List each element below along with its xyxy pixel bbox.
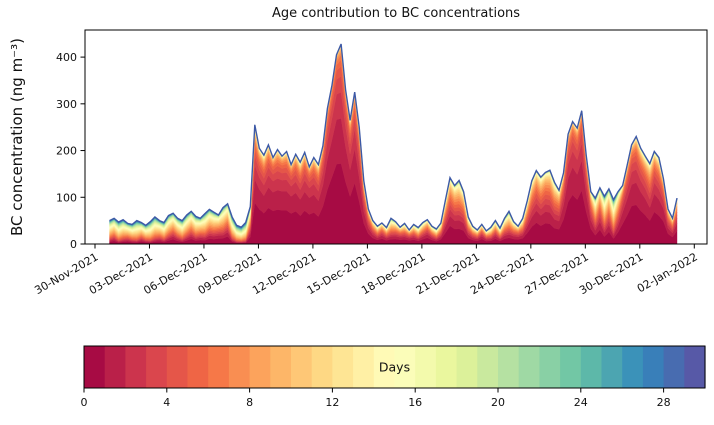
y-tick-label: 300	[56, 98, 77, 111]
colorbar-tick-label: 24	[574, 396, 588, 409]
colorbar-tick-label: 12	[325, 396, 339, 409]
y-tick-label: 0	[70, 238, 77, 251]
colorbar-tick-label: 16	[408, 396, 422, 409]
colorbar-tick-label: 4	[163, 396, 170, 409]
colorbar-label: Days	[379, 360, 410, 375]
y-tick-label: 100	[56, 191, 77, 204]
colorbar-tick-label: 20	[491, 396, 505, 409]
total-bc-contour	[109, 43, 678, 232]
y-tick-label: 400	[56, 51, 77, 64]
chart-title: Age contribution to BC concentrations	[271, 6, 521, 21]
axes: 010020030040030-Nov-202103-Dec-202106-De…	[32, 29, 708, 297]
colorbar-tick-label: 8	[246, 396, 253, 409]
y-tick-label: 200	[56, 145, 77, 158]
colorbar: 0 4 8 12 16 20 24 28 Days	[81, 345, 706, 409]
colorbar-tick-label: 28	[657, 396, 671, 409]
stacked-age-bands	[109, 43, 678, 245]
y-axis-label: BC concentration (ng m⁻³)	[8, 38, 26, 236]
x-tick-label: 02-Jan-2022	[635, 250, 700, 295]
colorbar-tick-label: 0	[81, 396, 88, 409]
